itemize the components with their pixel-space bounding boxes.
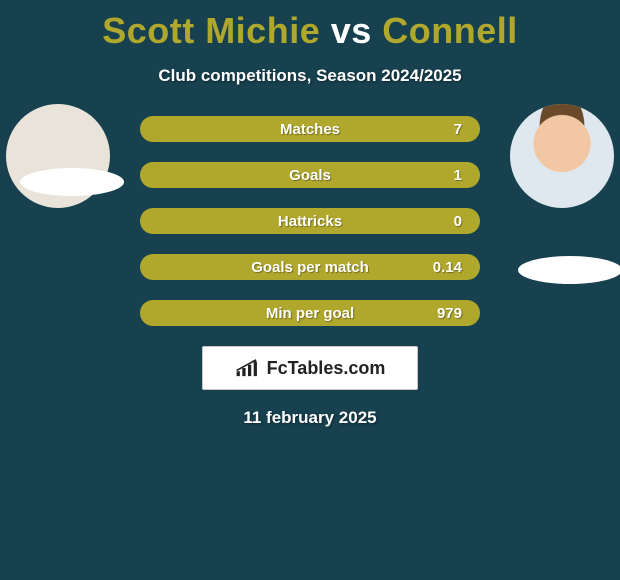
stat-row: Goals per match 0.14 — [140, 254, 480, 280]
stats-container: Matches 7 Goals 1 Hattricks 0 Goals per … — [0, 116, 620, 326]
player2-avatar — [510, 104, 614, 208]
brand-text: FcTables.com — [267, 358, 386, 379]
player2-face-icon — [510, 104, 614, 208]
stat-row: Matches 7 — [140, 116, 480, 142]
player1-name: Scott Michie — [102, 10, 320, 51]
stat-label: Hattricks — [140, 213, 480, 230]
stat-row: Min per goal 979 — [140, 300, 480, 326]
player1-flag — [20, 168, 124, 196]
subtitle: Club competitions, Season 2024/2025 — [0, 66, 620, 86]
comparison-title: Scott Michie vs Connell — [0, 0, 620, 52]
stat-rows: Matches 7 Goals 1 Hattricks 0 Goals per … — [140, 116, 480, 326]
date-text: 11 february 2025 — [0, 408, 620, 428]
stat-label: Goals per match — [140, 259, 480, 276]
stat-label: Goals — [140, 167, 480, 184]
stat-label: Matches — [140, 121, 480, 138]
bars-arrow-icon — [235, 357, 261, 379]
stat-label: Min per goal — [140, 305, 480, 322]
player2-name: Connell — [382, 10, 518, 51]
brand-box[interactable]: FcTables.com — [202, 346, 418, 390]
vs-text: vs — [331, 10, 372, 51]
player2-flag — [518, 256, 620, 284]
stat-row: Hattricks 0 — [140, 208, 480, 234]
stat-row: Goals 1 — [140, 162, 480, 188]
